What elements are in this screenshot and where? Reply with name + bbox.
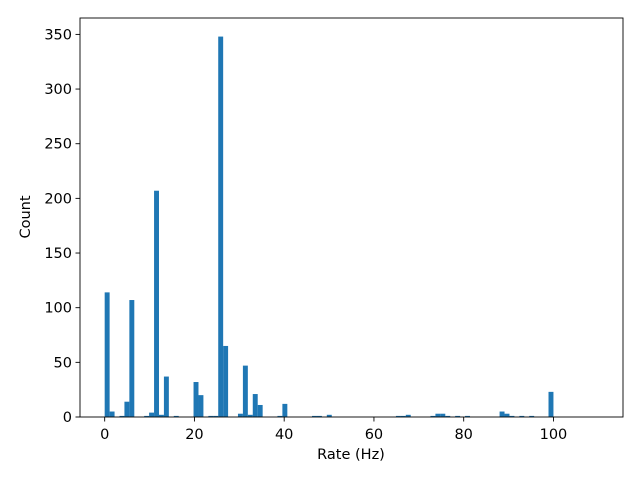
histogram-bar [104, 292, 110, 417]
histogram-bar [252, 394, 258, 417]
y-tick-label: 150 [44, 246, 72, 262]
histogram-bar [218, 36, 224, 417]
histogram-bar [504, 413, 510, 417]
x-tick-label: 80 [454, 427, 472, 443]
histogram-bar [242, 365, 248, 417]
histogram-bar [405, 414, 411, 417]
bars-group [104, 36, 554, 417]
y-tick-label: 50 [54, 355, 72, 371]
histogram-bar [149, 412, 155, 417]
histogram-bar [223, 345, 229, 417]
y-tick-label: 250 [44, 137, 72, 153]
x-tick-label: 20 [185, 427, 203, 443]
x-axis-label: Rate (Hz) [317, 447, 385, 463]
y-axis-label: Count [18, 195, 34, 238]
histogram-bar [163, 376, 169, 417]
y-tick-label: 200 [44, 191, 72, 207]
histogram-bar [312, 415, 317, 417]
x-tick-label: 60 [365, 427, 383, 443]
histogram-bar [119, 415, 125, 417]
y-tick-label: 0 [63, 410, 72, 426]
histogram-bar [109, 411, 115, 417]
histogram-bar [247, 414, 253, 417]
histogram-bar [154, 190, 159, 417]
histogram-bar [198, 395, 204, 417]
histogram-bar [400, 415, 406, 417]
histogram-bar [158, 414, 164, 417]
x-tick-label: 40 [275, 427, 293, 443]
histogram-bar [129, 300, 135, 417]
y-tick-label: 350 [44, 27, 72, 43]
histogram-bar [519, 415, 525, 417]
histogram-bar [173, 415, 179, 417]
histogram-bar [445, 415, 451, 417]
histogram-bar [499, 411, 505, 417]
x-axis: 0 20 40 60 80 100 [100, 417, 567, 443]
histogram-bar [529, 415, 535, 417]
y-tick-label: 300 [44, 82, 72, 98]
histogram-bar [440, 413, 446, 417]
histogram-bar [326, 414, 332, 417]
histogram-bar [144, 415, 150, 417]
histogram-bar [395, 415, 401, 417]
plot-frame [79, 17, 624, 418]
x-tick-label: 0 [100, 427, 109, 443]
histogram-bar [193, 382, 199, 417]
histogram-bar [282, 403, 288, 417]
histogram-bar [237, 413, 243, 417]
histogram-bar [277, 415, 283, 417]
y-tick-label: 100 [44, 301, 72, 317]
x-tick-label: 100 [540, 427, 568, 443]
histogram-bar [257, 404, 263, 417]
histogram-bar [208, 415, 214, 417]
histogram-bar [213, 415, 219, 417]
histogram-bar [548, 391, 554, 417]
y-axis: 0 50 100 150 200 250 300 350 [44, 27, 80, 426]
histogram-bar [316, 415, 322, 417]
histogram-bar [509, 415, 515, 417]
histogram-bar [465, 415, 470, 417]
histogram-bar [455, 415, 461, 417]
histogram-bar [124, 401, 130, 417]
histogram-bar [435, 413, 441, 417]
histogram-bar [430, 415, 436, 417]
